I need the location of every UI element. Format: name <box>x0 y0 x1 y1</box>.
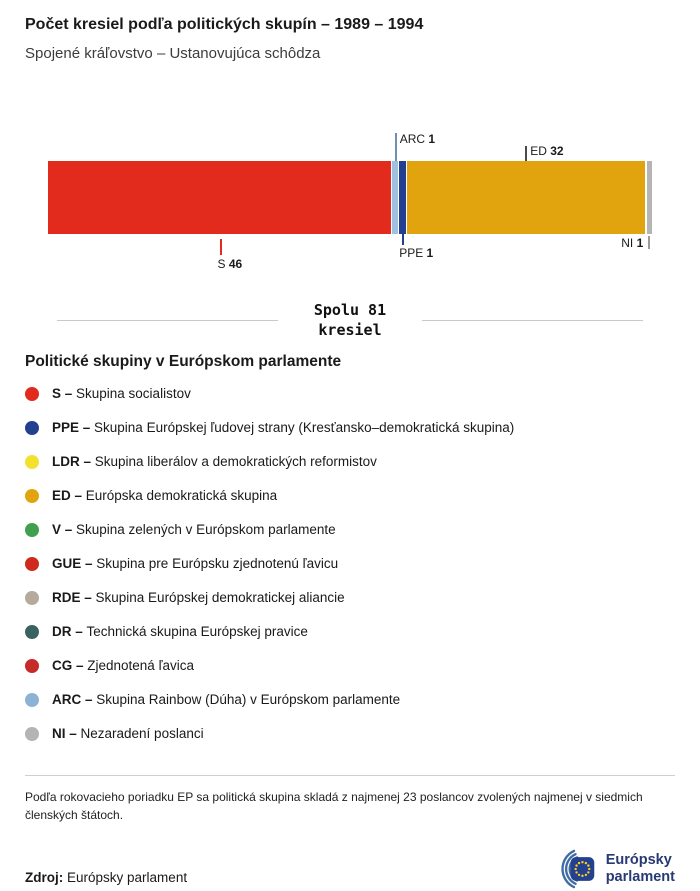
legend-item-gue: GUE – Skupina pre Európsku zjednotenú ľa… <box>25 547 675 581</box>
total-rule-right <box>422 319 643 321</box>
legend-item-ldr: LDR – Skupina liberálov a demokratických… <box>25 445 675 479</box>
source-text: Zdroj: Európsky parlament <box>25 870 187 885</box>
callout-label-s: S 46 <box>217 257 243 271</box>
source-label: Zdroj: <box>25 869 64 885</box>
legend-dot-gue <box>25 556 39 571</box>
legend-item-ed: ED – Európska demokratická skupina <box>25 479 675 513</box>
legend-label-arc: ARC – Skupina Rainbow (Dúha) v Európskom… <box>52 692 401 707</box>
callout-label-ppe: PPE 1 <box>399 246 434 260</box>
legend-dot-ppe <box>25 420 39 435</box>
legend-dot-s <box>25 386 39 401</box>
total-row: Spolu 81 kresiel <box>57 300 643 341</box>
legend-item-arc: ARC – Skupina Rainbow (Dúha) v Európskom… <box>25 683 675 717</box>
ep-logo-text-line1: Európsky <box>605 852 672 869</box>
legend-label-s: S – Skupina socialistov <box>52 386 191 401</box>
footer-divider <box>25 774 675 776</box>
legend-label-ldr: LDR – Skupina liberálov a demokratických… <box>52 454 377 469</box>
legend-label-ed: ED – Európska demokratická skupina <box>52 488 278 503</box>
legend-dot-cg <box>25 658 39 673</box>
legend-label-cg: CG – Zjednotená ľavica <box>52 658 195 673</box>
bar-segment-s <box>48 161 391 234</box>
callout-label-arc: ARC 1 <box>399 132 436 146</box>
legend-item-rde: RDE – Skupina Európskej demokratickej al… <box>25 581 675 615</box>
bar-segment-ed <box>405 161 645 234</box>
legend-item-v: V – Skupina zelených v Európskom parlame… <box>25 513 675 547</box>
bar-area: S 46 ARC 1 PPE 1 ED 32 NI 1 <box>48 126 652 276</box>
legend-item-ppe: PPE – Skupina Európskej ľudovej strany (… <box>25 411 675 445</box>
legend-dot-ldr <box>25 454 39 469</box>
bar-segment-ni <box>644 161 652 234</box>
legend-label-rde: RDE – Skupina Európskej demokratickej al… <box>52 590 345 605</box>
seats-chart: S 46 ARC 1 PPE 1 ED 32 NI 1 <box>25 126 675 276</box>
legend-list: S – Skupina socialistov PPE – Skupina Eur… <box>25 377 675 751</box>
european-parliament-logo: Európsky parlament <box>537 847 675 891</box>
bar-segment-ppe <box>398 161 406 234</box>
legend-dot-arc <box>25 692 39 707</box>
callout-label-ed: ED 32 <box>530 144 564 158</box>
source-value: Európsky parlament <box>67 869 188 885</box>
callout-layer: S 46 ARC 1 PPE 1 ED 32 NI 1 <box>48 126 652 276</box>
legend-item-dr: DR – Technická skupina Európskej pravice <box>25 615 675 649</box>
ep-logo-text-line2: parlament <box>605 868 675 885</box>
legend-dot-rde <box>25 590 39 605</box>
legend-title: Politické skupiny v Európskom parlamente <box>25 352 342 370</box>
stacked-bar <box>48 161 652 234</box>
legend-label-ni: NI – Nezaradení poslanci <box>52 726 204 741</box>
legend-dot-dr <box>25 624 39 639</box>
total-rule-left <box>57 319 278 321</box>
legend-label-dr: DR – Technická skupina Európskej pravice <box>52 624 308 639</box>
callout-label-ni: NI 1 <box>621 236 644 250</box>
page-title: Počet kresiel podľa politických skupín –… <box>25 16 424 33</box>
source-row: Zdroj: Európsky parlament <box>25 847 675 891</box>
legend-label-ppe: PPE – Skupina Európskej ľudovej strany (… <box>52 420 515 435</box>
legend-item-cg: CG – Zjednotená ľavica <box>25 649 675 683</box>
legend-label-gue: GUE – Skupina pre Európsku zjednotenú ľa… <box>52 556 339 571</box>
legend-item-s: S – Skupina socialistov <box>25 377 675 411</box>
legend-dot-ed <box>25 488 39 503</box>
legend-dot-ni <box>25 726 39 741</box>
total-seats-label: Spolu 81 kresiel <box>313 301 387 340</box>
legend-dot-v <box>25 522 39 537</box>
legend-item-ni: NI – Nezaradení poslanci <box>25 717 675 751</box>
ep-hemicycle-icon <box>561 849 594 888</box>
page-subtitle: Spojené kráľovstvo – Ustanovujúca schôdz… <box>25 45 321 62</box>
legend-label-v: V – Skupina zelených v Európskom parlame… <box>52 522 336 537</box>
footnote: Podľa rokovacieho poriadku EP sa politic… <box>25 789 643 823</box>
bar-segment-arc <box>391 161 399 234</box>
ep-logo-text: Európsky parlament <box>606 852 675 885</box>
eu-stars <box>574 860 591 877</box>
